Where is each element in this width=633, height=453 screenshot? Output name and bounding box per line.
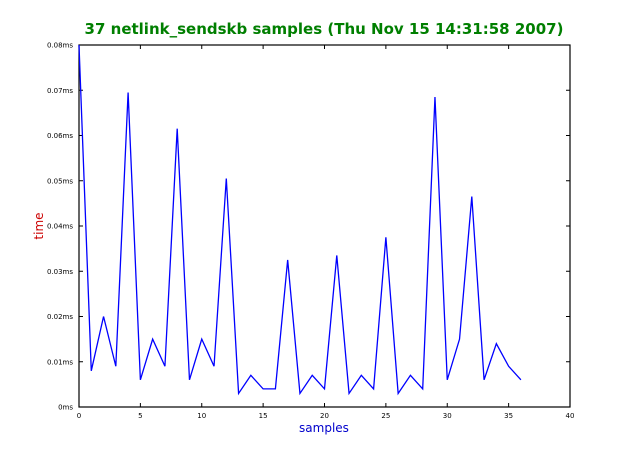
x-axis-label: samples — [299, 421, 349, 435]
y-tick-label: 0.08ms — [47, 42, 73, 50]
chart-title: 37 netlink_sendskb samples (Thu Nov 15 1… — [85, 20, 564, 38]
x-tick-label: 35 — [504, 412, 513, 420]
x-tick-label: 10 — [197, 412, 206, 420]
series-line — [78, 44, 522, 396]
y-axis-label: time — [32, 212, 46, 239]
y-tick-label: 0.04ms — [47, 223, 73, 231]
x-tick-label: 15 — [259, 412, 268, 420]
y-tick-label: 0.03ms — [47, 268, 73, 276]
x-tick-label: 0 — [77, 412, 81, 420]
y-tick-label: 0.06ms — [47, 132, 73, 140]
axis-ticks — [78, 44, 571, 408]
x-tick-label: 20 — [320, 412, 329, 420]
y-tick-label: 0.02ms — [47, 313, 73, 321]
x-tick-label: 5 — [138, 412, 142, 420]
y-tick-label: 0.07ms — [47, 87, 73, 95]
x-tick-label: 25 — [381, 412, 390, 420]
y-tick-label: 0.01ms — [47, 358, 73, 366]
x-tick-label: 40 — [566, 412, 575, 420]
axis-tick-labels: 0 5 10 15 20 25 30 35 40 0ms 0.01ms 0.02ms 0.03ms 0.0… — [47, 42, 575, 421]
y-tick-label: 0.05ms — [47, 177, 73, 185]
y-tick-label: 0ms — [58, 404, 73, 412]
x-tick-label: 30 — [443, 412, 452, 420]
